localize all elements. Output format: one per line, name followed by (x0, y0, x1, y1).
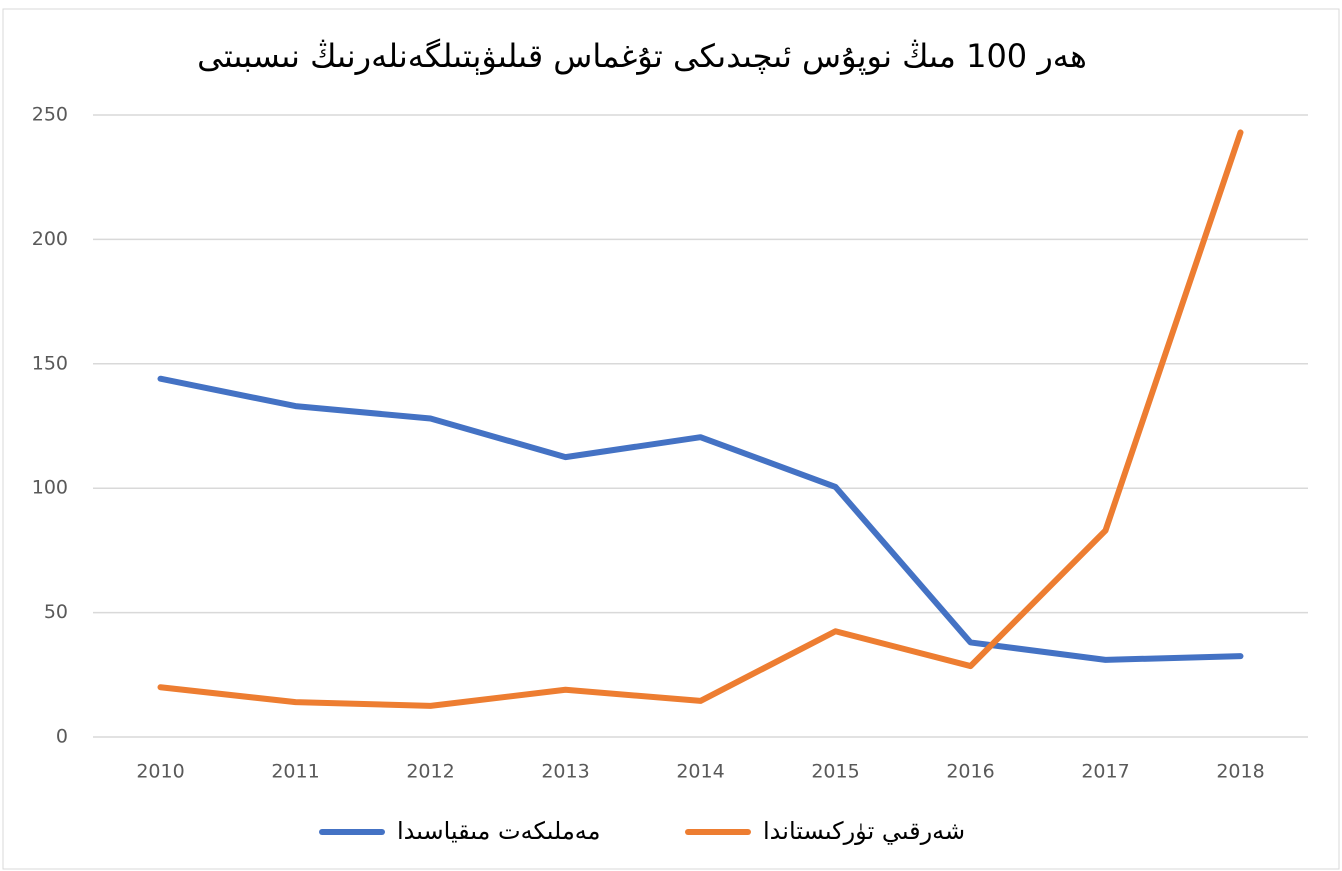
y-tick-label: 200 (32, 228, 68, 250)
y-tick-label: 100 (32, 477, 68, 499)
legend-label: شەرقىي تۈركىستاندا (763, 817, 965, 845)
x-tick-label: 2012 (406, 761, 454, 783)
series-line (157, 375, 1244, 663)
x-tick-label: 2015 (811, 761, 859, 783)
y-tick-label: 150 (32, 352, 68, 374)
chart-title: ھەر 100 مىڭ نوپۇس ئىچىدىكى تۇغماس قىلىۋې… (197, 37, 1087, 75)
x-tick-label: 2018 (1216, 761, 1264, 783)
x-tick-label: 2010 (136, 761, 184, 783)
y-tick-label: 250 (32, 104, 68, 126)
x-tick-label: 2014 (676, 761, 724, 783)
x-tick-label: 2017 (1081, 761, 1129, 783)
x-tick-label: 2013 (541, 761, 589, 783)
series-line (157, 129, 1244, 709)
x-tick-label: 2011 (271, 761, 319, 783)
legend-label: مەملىكەت مىقياسىدا (397, 817, 601, 845)
y-tick-label: 0 (56, 726, 68, 748)
x-tick-label: 2016 (946, 761, 994, 783)
y-tick-label: 50 (44, 601, 68, 623)
